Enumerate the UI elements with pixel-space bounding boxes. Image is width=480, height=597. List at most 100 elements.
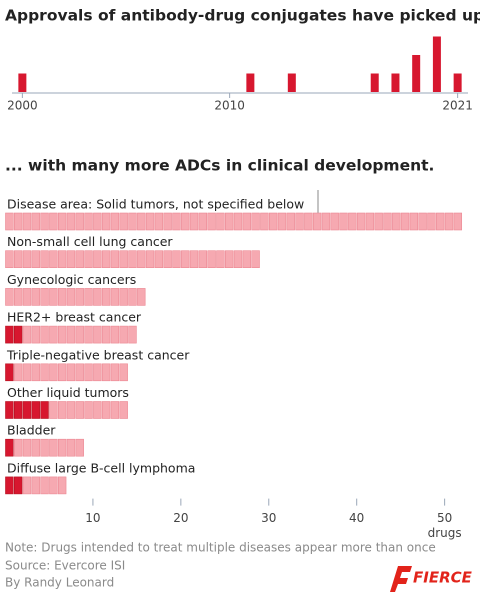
unit-square <box>286 212 295 231</box>
unit-square <box>216 212 225 231</box>
unit-square <box>75 250 84 268</box>
unit-square <box>356 212 366 231</box>
unit-square <box>207 250 216 268</box>
unit-square <box>145 250 155 268</box>
bar-segment <box>22 476 67 495</box>
unit-square <box>110 401 120 419</box>
unit-square <box>268 212 278 231</box>
unit-square <box>49 325 58 344</box>
unit-square <box>198 250 208 268</box>
unit-square <box>49 250 58 268</box>
unit-square <box>22 438 32 457</box>
unit-square <box>5 363 14 382</box>
unit-square <box>277 212 287 231</box>
unit-square <box>119 363 128 382</box>
unit-square <box>31 212 40 231</box>
unit-square <box>198 212 208 231</box>
unit-square <box>57 476 67 495</box>
unit-square <box>22 325 32 344</box>
bar <box>453 73 462 92</box>
unit-square <box>93 212 102 231</box>
unit-square <box>110 212 120 231</box>
unit-square <box>119 288 128 306</box>
unit-square <box>40 325 49 344</box>
unit-square <box>339 212 348 231</box>
unit-square <box>374 212 383 231</box>
unit-square <box>409 212 419 231</box>
unit-square <box>84 250 93 268</box>
unit-square <box>110 325 120 344</box>
note: Note: Drugs intended to treat multiple d… <box>5 541 436 555</box>
bar <box>412 55 421 92</box>
unit-square <box>365 212 375 231</box>
unit-square <box>101 212 111 231</box>
unit-square <box>13 438 23 457</box>
unit-square <box>312 212 322 231</box>
unit-square <box>40 212 49 231</box>
bar-segment <box>5 476 23 495</box>
logo-icon <box>390 566 412 592</box>
chart-title: Approvals of antibody-drug conjugates ha… <box>5 7 480 25</box>
unit-square <box>49 288 58 306</box>
unit-square <box>49 476 58 495</box>
category-label: Disease area: Solid tumors, not specifie… <box>7 197 304 212</box>
unit-square <box>57 212 67 231</box>
unit-square <box>101 325 111 344</box>
x-tick-label: 40 <box>349 511 364 525</box>
unit-square <box>110 288 120 306</box>
unit-square <box>5 325 14 344</box>
unit-square <box>101 288 111 306</box>
x-tick-label: 20 <box>173 511 188 525</box>
unit-square <box>31 288 40 306</box>
unit-square <box>137 288 146 306</box>
bar-segment <box>5 325 23 344</box>
bar-segment <box>13 438 84 457</box>
unit-square <box>119 325 128 344</box>
unit-square <box>189 250 199 268</box>
unit-square <box>163 212 172 231</box>
unit-square <box>321 212 331 231</box>
unit-square <box>242 250 251 268</box>
unit-square <box>101 363 111 382</box>
unit-square <box>93 288 102 306</box>
unit-square <box>22 250 32 268</box>
unit-square <box>383 212 392 231</box>
unit-square <box>400 212 410 231</box>
unit-square <box>31 438 40 457</box>
unit-square <box>189 212 199 231</box>
unit-square <box>225 212 234 231</box>
unit-square <box>75 288 84 306</box>
unit-square <box>128 212 137 231</box>
unit-square <box>418 212 427 231</box>
unit-square <box>260 212 269 231</box>
unit-square <box>84 288 93 306</box>
unit-square <box>101 401 111 419</box>
unit-square <box>444 212 454 231</box>
bar-segment <box>5 250 260 268</box>
unit-square <box>22 363 32 382</box>
category-label: Non-small cell lung cancer <box>7 234 173 249</box>
unit-square <box>84 363 93 382</box>
bar-segment <box>22 325 137 344</box>
bar-segment <box>5 363 14 382</box>
bar <box>391 73 400 92</box>
unit-square <box>66 212 76 231</box>
unit-square <box>13 212 23 231</box>
unit-square <box>128 325 137 344</box>
unit-square <box>66 250 76 268</box>
unit-square <box>13 476 23 495</box>
unit-square <box>31 401 40 419</box>
x-tick-label: 2021 <box>442 99 473 113</box>
unit-square <box>119 401 128 419</box>
x-tick-label: 2000 <box>7 99 38 113</box>
bar <box>432 36 441 92</box>
unit-square <box>251 250 260 268</box>
unit-square <box>66 438 76 457</box>
unit-square <box>110 250 120 268</box>
unit-square <box>40 476 49 495</box>
unit-square <box>49 212 58 231</box>
unit-square <box>57 250 67 268</box>
unit-square <box>110 363 120 382</box>
unit-square <box>207 212 216 231</box>
